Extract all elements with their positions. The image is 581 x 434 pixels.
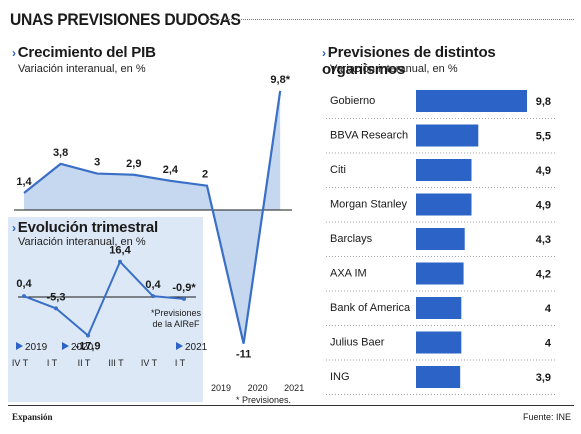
page-title: UNAS PREVISIONES DUDOSAS: [10, 10, 241, 29]
forecast-bar: [416, 297, 462, 319]
pib-area-fill: [24, 90, 281, 344]
quarterly-year-marker: 2020: [71, 342, 94, 353]
quarterly-year-marker: 2021: [185, 342, 208, 353]
quarterly-tick: III T: [108, 358, 124, 368]
forecasts-chart-subtitle: Variación interanual, en %: [330, 63, 458, 75]
quarterly-tick: IV T: [141, 358, 158, 368]
quarterly-value-label: 16,4: [109, 245, 131, 257]
forecasts-chart-title: Previsiones de distintos organismos: [322, 44, 496, 78]
quarterly-tick: I T: [47, 358, 58, 368]
quarterly-value-label: -17,9: [75, 340, 100, 352]
quarterly-tick: II T: [78, 358, 91, 368]
pib-year-tick: 2021: [284, 383, 304, 393]
forecast-bar: [416, 159, 472, 181]
bar-value-label: 4: [545, 338, 552, 350]
pib-chart-heading: › Crecimiento del PIB: [12, 44, 156, 61]
quarterly-point: [86, 333, 90, 338]
bar-value-label: 3,9: [536, 372, 551, 384]
quarterly-value-label: -0,9*: [172, 282, 196, 294]
forecasts-chart-heading: › Previsiones de distintos organismos: [322, 44, 581, 78]
forecast-bar: [416, 366, 461, 388]
quarterly-value-label: -5,3: [47, 291, 66, 303]
forecast-bar: [416, 193, 472, 216]
quarterly-point: [54, 306, 58, 311]
forecast-bar: [416, 228, 465, 250]
bar-category-label: Citi: [330, 164, 346, 176]
quarterly-value-label: 0,4: [16, 278, 32, 290]
bar-value-label: 4,9: [536, 165, 551, 177]
bar-category-label: Bank of America: [330, 302, 411, 314]
quarterly-chart-title: Evolución trimestral: [17, 219, 159, 236]
pib-series-line: [23, 90, 282, 344]
quarterly-tick: IV T: [12, 358, 29, 368]
quarterly-chart-heading: › Evolución trimestral: [12, 219, 158, 236]
chevron-right-icon: ›: [322, 46, 326, 60]
pib-value-label: 9,8*: [270, 74, 290, 86]
pib-year-tick: 2020: [248, 383, 268, 393]
pib-value-label: 2,4: [163, 164, 179, 176]
play-icon: [176, 342, 183, 350]
publisher-logo: Expansión: [12, 412, 53, 422]
bar-value-label: 4,9: [536, 200, 551, 212]
bar-category-label: Morgan Stanley: [330, 199, 408, 211]
source-text: Fuente: INE: [522, 412, 571, 422]
quarterly-year-marker: 2019: [25, 342, 48, 353]
forecast-bar: [416, 331, 462, 354]
pib-value-label: 3,8: [53, 147, 68, 159]
chevron-right-icon: ›: [12, 46, 16, 60]
pib-chart-subtitle: Variación interanual, en %: [18, 63, 146, 75]
pib-value-label: 2: [202, 169, 208, 181]
quarterly-chart-subtitle: Variación interanual, en %: [18, 236, 146, 248]
bar-category-label: BBVA Research: [330, 130, 408, 142]
quarterly-point: [22, 294, 26, 299]
bar-category-label: ING: [330, 371, 350, 383]
bar-value-label: 4,3: [536, 234, 551, 246]
bar-value-label: 9,8: [536, 96, 551, 108]
pib-year-tick: 2019: [211, 383, 231, 393]
quarterly-point: [182, 296, 186, 301]
quarterly-point: [151, 294, 155, 299]
pib-value-label: -11: [236, 349, 251, 361]
pib-value-label: 2,9: [126, 158, 141, 170]
bar-category-label: Barclays: [330, 233, 373, 245]
pib-footnote: * Previsiones.: [236, 395, 292, 405]
quarterly-point: [118, 259, 122, 264]
bar-category-label: AXA IM: [330, 268, 367, 280]
pib-value-label: 1,4: [16, 176, 32, 188]
chevron-right-icon: ›: [12, 221, 16, 235]
footer-divider: [8, 405, 574, 406]
quarterly-inset-panel: [8, 217, 203, 402]
play-icon: [16, 342, 23, 350]
pib-value-label: 3: [94, 157, 100, 169]
quarterly-note: *Previsiones de la AIReF: [150, 308, 202, 329]
play-icon: [62, 342, 69, 350]
forecast-bar: [416, 90, 527, 112]
pib-chart-title: Crecimiento del PIB: [17, 44, 156, 61]
quarterly-tick: I T: [175, 358, 186, 368]
bar-category-label: Gobierno: [330, 95, 375, 107]
quarterly-value-label: 0,4: [145, 279, 161, 291]
bar-value-label: 4: [545, 303, 552, 315]
bar-value-label: 4,2: [536, 269, 551, 281]
forecast-bar: [416, 124, 479, 147]
quarterly-series-line: [23, 259, 185, 338]
forecast-bar: [416, 262, 464, 285]
bar-category-label: Julius Baer: [330, 337, 385, 349]
bar-value-label: 5,5: [536, 131, 551, 143]
title-divider: [206, 19, 574, 20]
